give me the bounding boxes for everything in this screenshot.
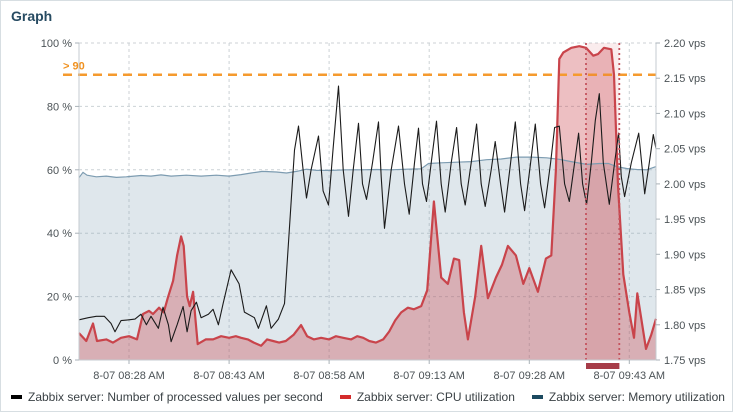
processed-values-line [78, 85, 657, 343]
right-axis-label: 1.75 vps [664, 355, 706, 367]
memory-line [78, 156, 657, 179]
cpu-utilization-legend-marker-icon [339, 395, 351, 399]
processed-values-legend-marker-icon [11, 395, 22, 399]
x-axis-label: 8-07 09:43 AM [594, 370, 666, 382]
left-axis-label: 0 % [53, 355, 72, 367]
x-axis-label: 8-07 08:43 AM [193, 370, 265, 382]
right-axis-label: 1.80 vps [664, 320, 706, 332]
widget-title: Graph [11, 8, 53, 24]
problem-axis-bar[interactable] [586, 363, 620, 369]
legend-label: Zabbix server: CPU utilization [356, 390, 515, 404]
right-axis-label: 2.10 vps [664, 108, 706, 120]
left-axis-label: 20 % [47, 292, 72, 304]
right-axis-label: 2.20 vps [664, 38, 706, 50]
right-axis-label: 2.15 vps [664, 73, 706, 85]
right-axis-label: 2.00 vps [664, 179, 706, 191]
x-axis-label: 8-07 08:58 AM [293, 370, 365, 382]
graph-canvas[interactable]: > 90 100 % 80 % 60 % 40 % 20 % 0 % 2.20 vps 2.15… [1, 1, 733, 387]
graph-legend: Zabbix server: Number of processed value… [11, 390, 725, 404]
cpu-line [78, 45, 658, 350]
right-axis-label: 1.95 vps [664, 214, 706, 226]
x-axis-label: 8-07 08:28 AM [93, 370, 165, 382]
memory-area [79, 157, 656, 360]
right-axis-label: 2.05 vps [664, 144, 706, 156]
cpu-area [79, 46, 656, 360]
x-axis-label: 8-07 09:28 AM [494, 370, 566, 382]
left-axis-label: 40 % [47, 228, 72, 240]
left-axis-label: 100 % [41, 38, 72, 50]
x-axis-label: 8-07 09:13 AM [393, 370, 465, 382]
legend-label: Zabbix server: Memory utilization [548, 390, 725, 404]
left-axis-label: 60 % [47, 165, 72, 177]
memory-utilization-legend-marker-icon [531, 395, 543, 399]
legend-item-processed-values: Zabbix server: Number of processed value… [11, 390, 323, 404]
legend-item-memory-utilization: Zabbix server: Memory utilization [531, 390, 725, 404]
right-axis-label: 1.85 vps [664, 285, 706, 297]
left-axis-label: 80 % [47, 101, 72, 113]
legend-item-cpu-utilization: Zabbix server: CPU utilization [339, 390, 515, 404]
trigger-label: > 90 [63, 61, 85, 73]
legend-label: Zabbix server: Number of processed value… [28, 390, 323, 404]
right-axis-label: 1.90 vps [664, 249, 706, 261]
